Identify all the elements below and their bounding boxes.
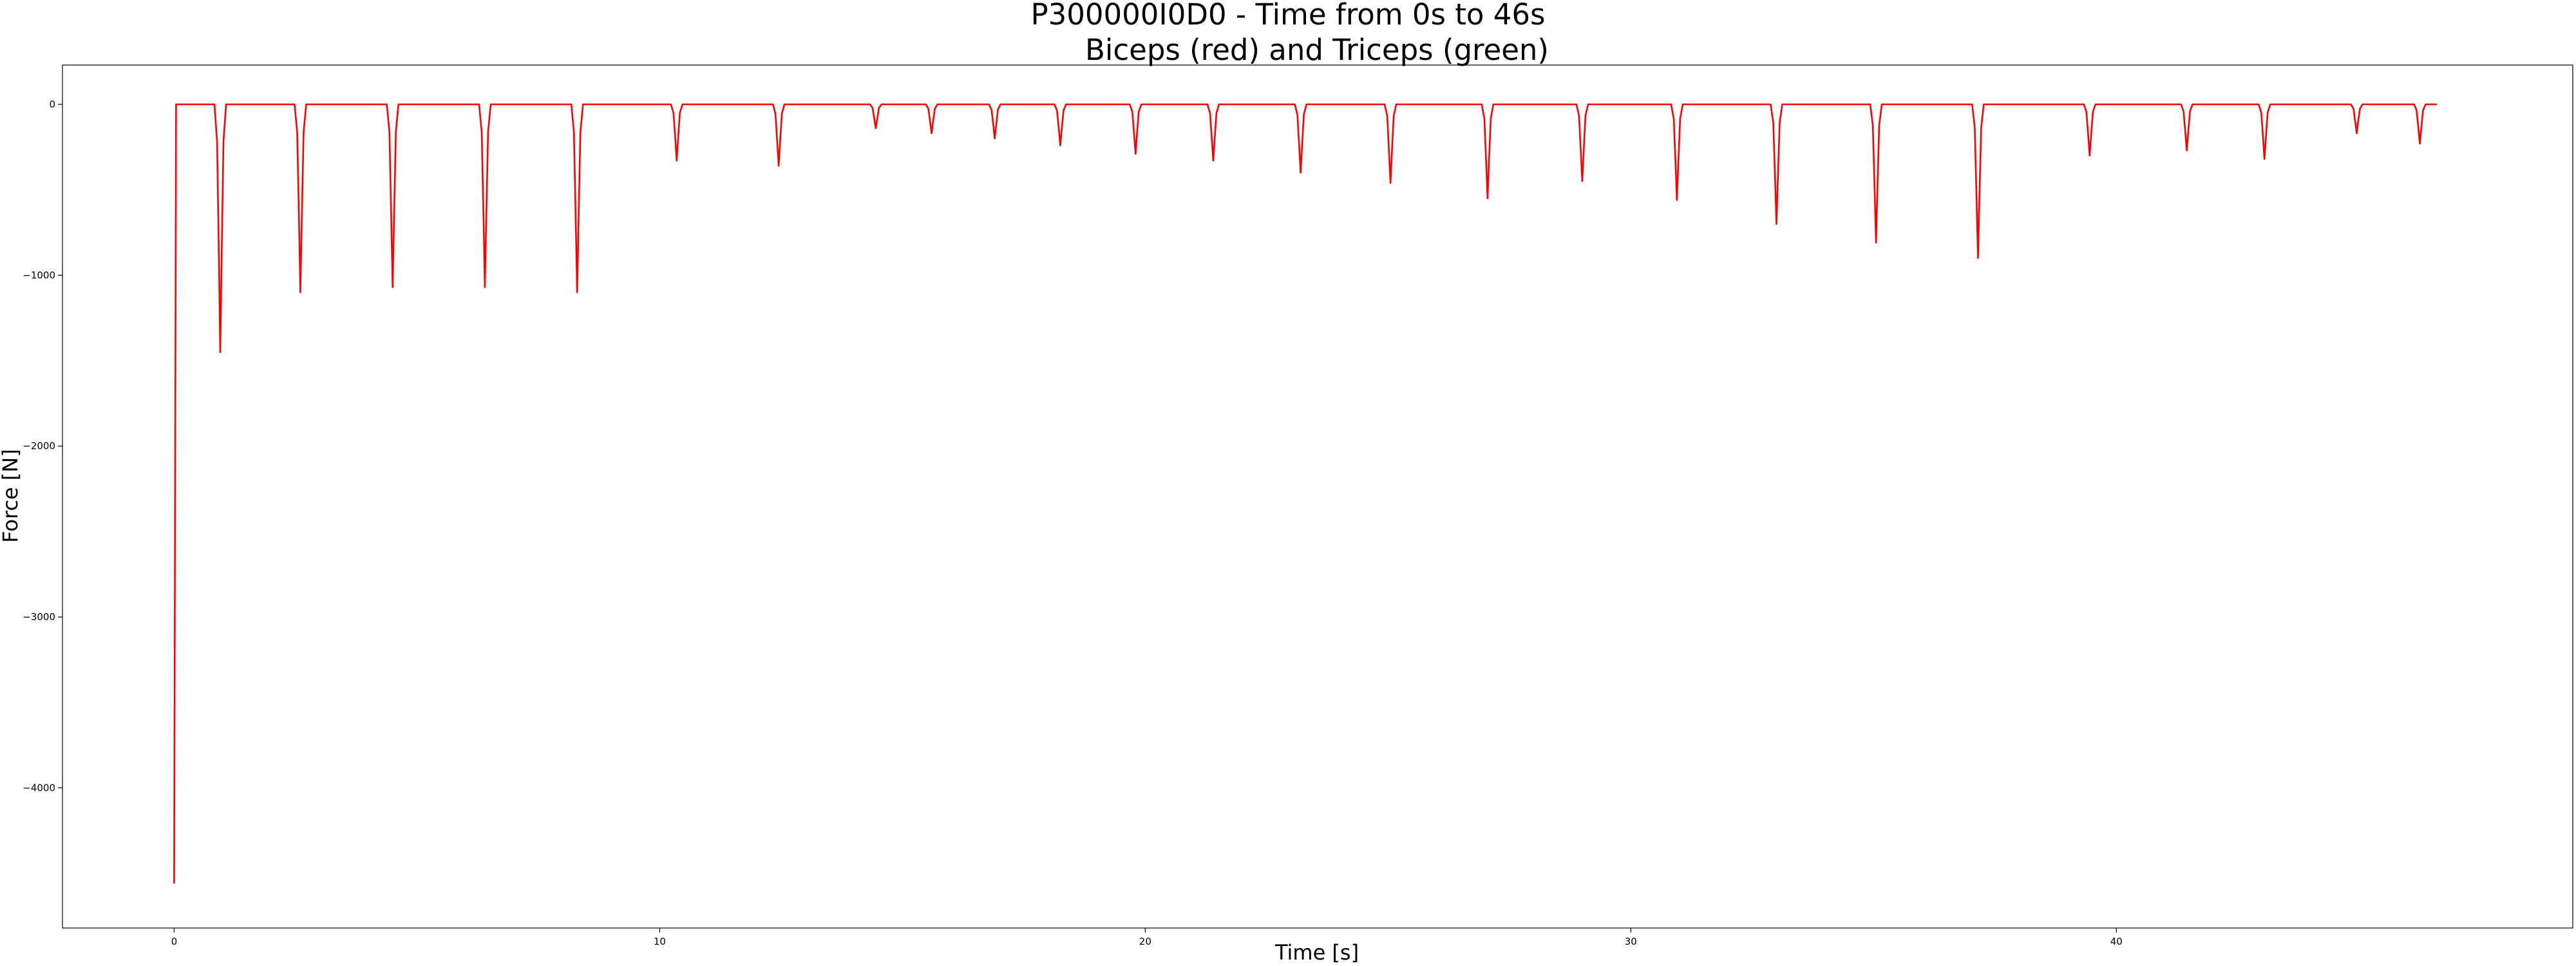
- x-tick-label: 10: [654, 936, 666, 947]
- x-tick-label: 0: [171, 936, 178, 947]
- chart-subtitle: Biceps (red) and Triceps (green): [1085, 33, 1549, 67]
- biceps-force-line: [173, 103, 2437, 884]
- y-tick-label: −3000: [23, 611, 55, 623]
- y-tick-label: −1000: [23, 269, 55, 281]
- x-tick-label: 20: [1139, 936, 1151, 947]
- y-tick-label: 0: [49, 99, 55, 110]
- y-tick-label: −4000: [23, 782, 55, 793]
- x-axis: 0 10 20 30 40: [171, 928, 2123, 947]
- x-axis-label: Time [s]: [1274, 940, 1359, 965]
- y-axis: 0 −1000 −2000 −3000 −4000: [23, 99, 62, 793]
- y-axis-label: Force [N]: [0, 449, 23, 543]
- chart-title: P300000I0D0 - Time from 0s to 46s: [1031, 0, 1546, 32]
- plot-frame: [62, 64, 2573, 929]
- x-tick-label: 40: [2110, 936, 2123, 947]
- y-tick-label: −2000: [23, 440, 55, 452]
- x-tick-label: 30: [1625, 936, 1637, 947]
